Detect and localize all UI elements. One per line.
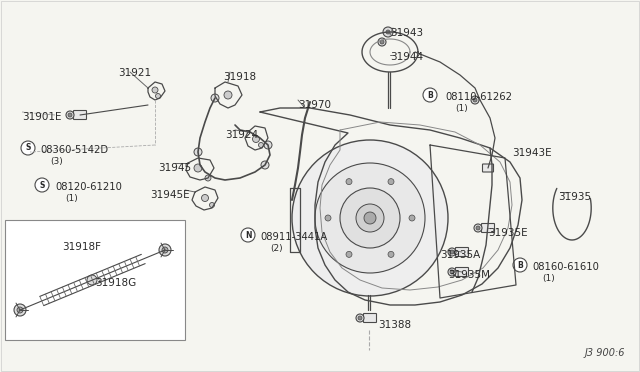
Circle shape [259, 142, 264, 148]
Circle shape [66, 111, 74, 119]
Circle shape [356, 204, 384, 232]
Text: N: N [244, 231, 252, 240]
Circle shape [388, 251, 394, 257]
Text: (1): (1) [542, 274, 555, 283]
Text: 31935E: 31935E [488, 228, 527, 238]
Circle shape [68, 113, 72, 117]
Circle shape [162, 247, 168, 253]
Circle shape [356, 314, 364, 322]
Circle shape [515, 260, 525, 270]
Text: 31924: 31924 [225, 130, 258, 140]
Circle shape [423, 88, 437, 102]
Text: 31945: 31945 [158, 163, 191, 173]
Circle shape [253, 135, 259, 142]
Circle shape [409, 215, 415, 221]
Text: (1): (1) [65, 194, 77, 203]
Circle shape [224, 91, 232, 99]
Circle shape [383, 27, 393, 37]
Circle shape [241, 228, 255, 242]
Circle shape [378, 38, 386, 46]
Circle shape [202, 195, 209, 202]
Text: 31935M: 31935M [448, 270, 490, 280]
Text: S: S [39, 180, 45, 189]
Text: (2): (2) [270, 244, 283, 253]
Text: J3 900:6: J3 900:6 [584, 348, 625, 358]
Circle shape [450, 250, 454, 254]
Circle shape [205, 175, 211, 181]
Circle shape [325, 215, 331, 221]
Text: 31935: 31935 [558, 192, 591, 202]
Circle shape [386, 30, 390, 34]
Circle shape [513, 258, 527, 272]
Text: 31970: 31970 [298, 100, 331, 110]
Circle shape [340, 188, 400, 248]
Circle shape [194, 164, 202, 172]
Text: 31918F: 31918F [62, 242, 101, 252]
Circle shape [380, 40, 384, 44]
FancyBboxPatch shape [74, 110, 86, 119]
Circle shape [264, 141, 272, 149]
Circle shape [471, 96, 479, 104]
Text: 08911-3441A: 08911-3441A [260, 232, 327, 242]
Text: B: B [427, 90, 433, 99]
Circle shape [425, 90, 435, 100]
Circle shape [388, 179, 394, 185]
Text: (3): (3) [50, 157, 63, 166]
Circle shape [156, 93, 161, 99]
Circle shape [476, 226, 480, 230]
Circle shape [448, 248, 456, 256]
Circle shape [315, 163, 425, 273]
Circle shape [17, 307, 23, 313]
Circle shape [474, 224, 482, 232]
Text: 31943: 31943 [390, 28, 423, 38]
Circle shape [364, 212, 376, 224]
Text: 08110-61262: 08110-61262 [445, 92, 512, 102]
Text: 08120-61210: 08120-61210 [55, 182, 122, 192]
Circle shape [21, 141, 35, 155]
Circle shape [261, 161, 269, 169]
Circle shape [358, 316, 362, 320]
FancyBboxPatch shape [456, 267, 468, 276]
Text: 31943E: 31943E [512, 148, 552, 158]
Text: S: S [26, 144, 31, 153]
Text: B: B [517, 260, 523, 269]
Text: 31388: 31388 [378, 320, 411, 330]
Circle shape [152, 87, 158, 93]
Circle shape [292, 140, 448, 296]
Text: (1): (1) [455, 104, 468, 113]
Circle shape [87, 275, 97, 285]
Circle shape [211, 94, 219, 102]
Text: 31918G: 31918G [95, 278, 136, 288]
FancyBboxPatch shape [364, 314, 376, 323]
Circle shape [518, 263, 522, 267]
Text: 08160-61610: 08160-61610 [532, 262, 599, 272]
Circle shape [473, 98, 477, 102]
Text: 31918: 31918 [223, 72, 256, 82]
Bar [5, 220, 185, 340]
Circle shape [450, 270, 454, 274]
FancyBboxPatch shape [456, 247, 468, 257]
FancyBboxPatch shape [481, 224, 495, 232]
Text: 31945E: 31945E [150, 190, 189, 200]
Circle shape [194, 148, 202, 156]
Circle shape [209, 202, 214, 208]
Circle shape [346, 251, 352, 257]
Text: 08360-5142D: 08360-5142D [40, 145, 108, 155]
Circle shape [14, 304, 26, 316]
Text: 31921: 31921 [118, 68, 151, 78]
Circle shape [428, 93, 432, 97]
Circle shape [448, 268, 456, 276]
Circle shape [35, 178, 49, 192]
Text: 31944: 31944 [390, 52, 423, 62]
Circle shape [159, 244, 171, 256]
Circle shape [346, 179, 352, 185]
Text: 31935A: 31935A [440, 250, 480, 260]
Text: 31901E: 31901E [22, 112, 61, 122]
FancyBboxPatch shape [483, 164, 493, 172]
